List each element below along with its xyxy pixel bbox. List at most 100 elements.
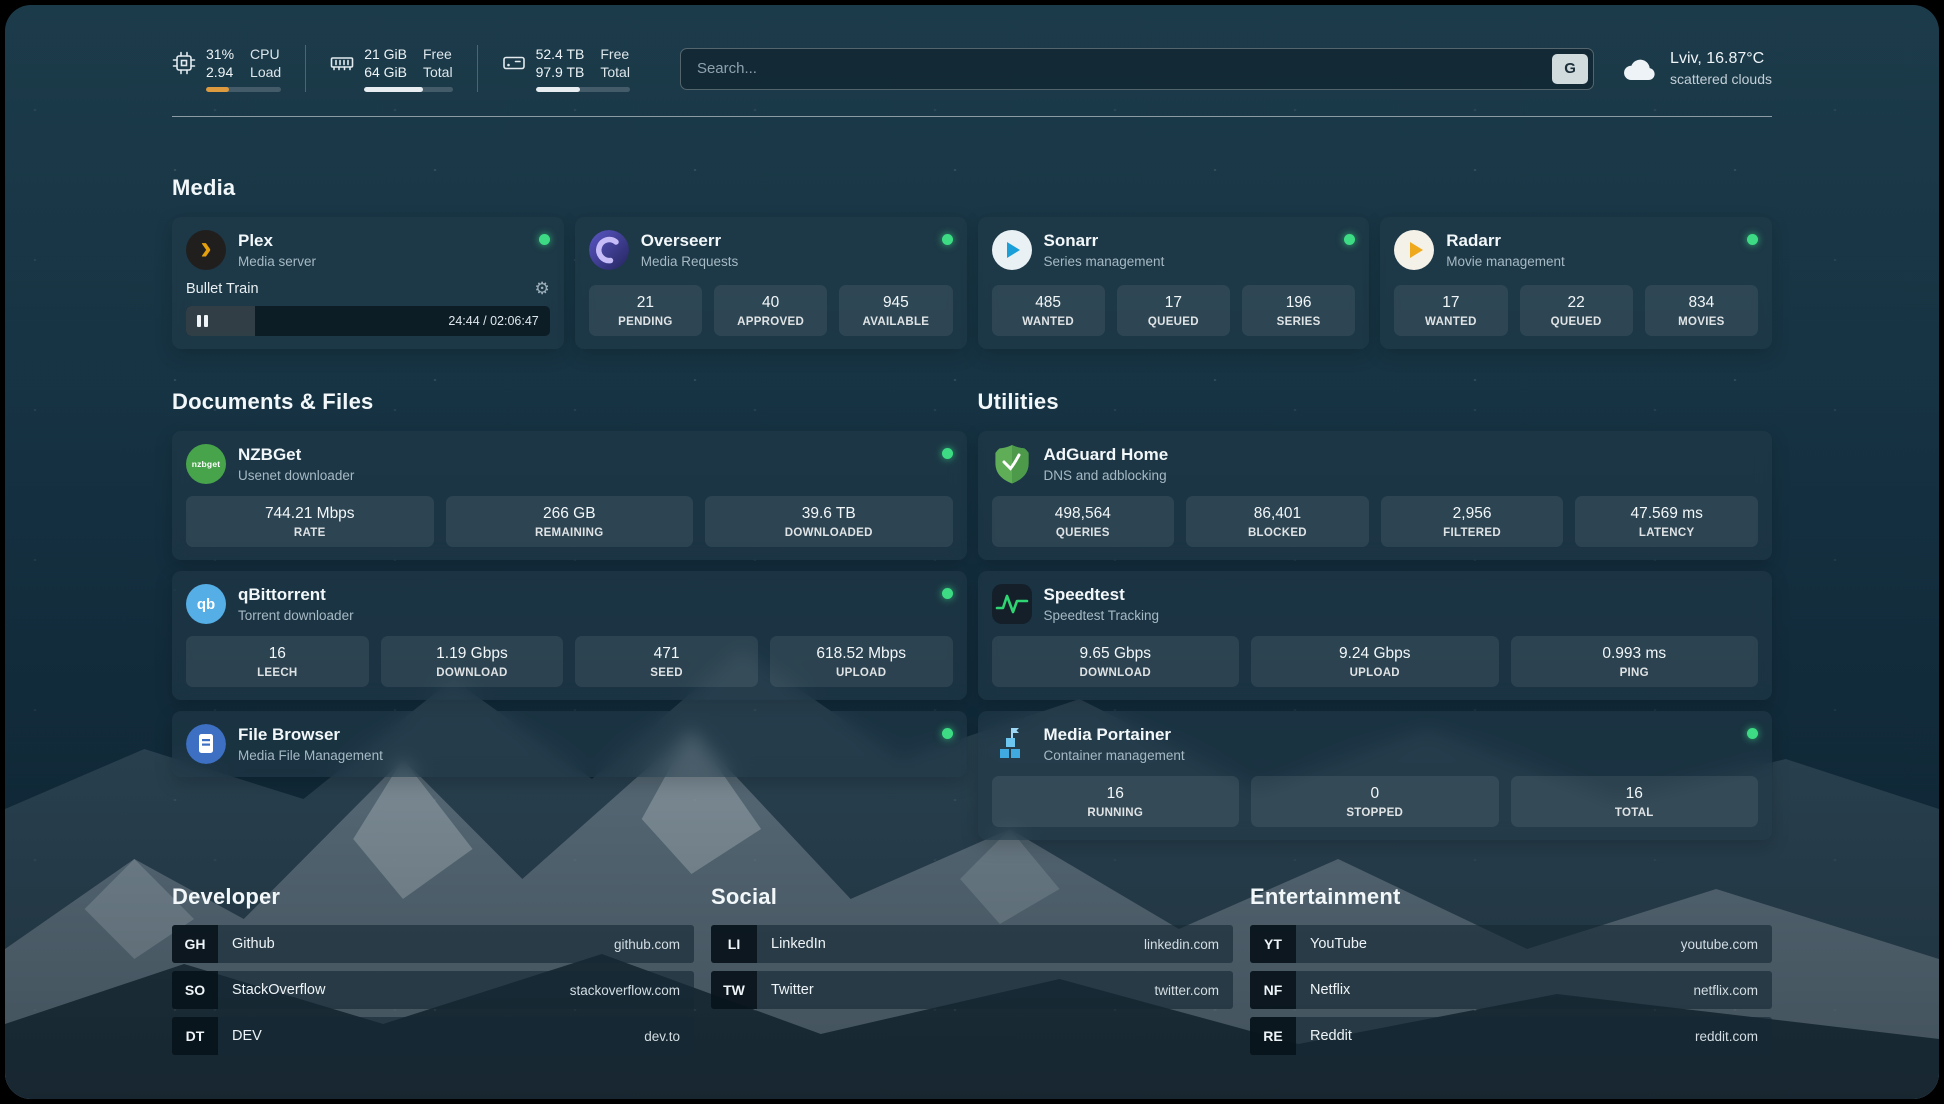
search-engine-button[interactable]: G	[1552, 54, 1588, 84]
search-bar: G	[680, 48, 1594, 90]
nzbget-icon: nzbget	[186, 444, 226, 484]
qbittorrent-card[interactable]: qb qBittorrent Torrent downloader 16	[172, 571, 967, 700]
stat-tile: 618.52 Mbps UPLOAD	[770, 636, 953, 687]
cpu-values: 31%2.94	[206, 45, 234, 81]
app-name: Radarr	[1446, 231, 1735, 251]
stat-tile: 16 TOTAL	[1511, 776, 1759, 827]
stat-tile: 744.21 Mbps RATE	[186, 496, 434, 547]
app-name: Media Portainer	[1044, 725, 1736, 745]
status-indicator	[1747, 728, 1758, 739]
portainer-card[interactable]: Media Portainer Container management 16 …	[978, 711, 1773, 840]
stat-tile: 0 STOPPED	[1251, 776, 1499, 827]
qbittorrent-icon: qb	[186, 584, 226, 624]
weather-widget: Lviv, 16.87°C scattered clouds	[1620, 50, 1772, 87]
memory-icon	[330, 51, 354, 75]
app-name: File Browser	[238, 725, 930, 745]
stat-tile: 9.65 Gbps DOWNLOAD	[992, 636, 1240, 687]
app-subtitle: DNS and adblocking	[1044, 468, 1759, 483]
plex-icon	[186, 230, 226, 270]
overseerr-icon	[589, 230, 629, 270]
settings-gear-icon[interactable]: ⚙	[535, 280, 550, 297]
stat-tile: 16 RUNNING	[992, 776, 1240, 827]
weather-condition: scattered clouds	[1670, 71, 1772, 87]
social-title: Social	[711, 884, 1233, 910]
bookmark-twitter[interactable]: TW Twitter twitter.com	[711, 971, 1233, 1009]
app-subtitle: Series management	[1044, 254, 1333, 269]
radarr-card[interactable]: Radarr Movie management 17 WANTED 22 QUE…	[1380, 217, 1772, 349]
stat-tile: 266 GB REMAINING	[446, 496, 694, 547]
stat-tile: 21 PENDING	[589, 285, 702, 336]
cpu-labels: CPULoad	[250, 45, 281, 81]
radarr-icon	[1394, 230, 1434, 270]
stat-tile: 47.569 ms LATENCY	[1575, 496, 1758, 547]
bookmark-reddit[interactable]: RE Reddit reddit.com	[1250, 1017, 1772, 1055]
stat-tile: 17 WANTED	[1394, 285, 1507, 336]
bookmark-abbr: GH	[172, 925, 218, 963]
app-subtitle: Speedtest Tracking	[1044, 608, 1759, 623]
status-indicator	[942, 448, 953, 459]
stat-tile: 22 QUEUED	[1520, 285, 1633, 336]
bookmark-stackoverflow[interactable]: SO StackOverflow stackoverflow.com	[172, 971, 694, 1009]
documents-section-title: Documents & Files	[172, 389, 967, 415]
pause-icon[interactable]	[197, 315, 208, 327]
adguard-shield-icon	[992, 444, 1032, 484]
documents-column: Documents & Files nzbget NZBGet Usenet d…	[172, 389, 967, 840]
bookmark-abbr: YT	[1250, 925, 1296, 963]
status-indicator	[1344, 234, 1355, 245]
media-section: Media Plex Media server Bullet Train ⚙	[172, 175, 1772, 349]
utilities-section-title: Utilities	[978, 389, 1773, 415]
page-content: 31%2.94 CPULoad	[5, 5, 1939, 1099]
plex-card[interactable]: Plex Media server Bullet Train ⚙ 24:44 /…	[172, 217, 564, 349]
bookmark-abbr: DT	[172, 1017, 218, 1055]
speedtest-card[interactable]: Speedtest Speedtest Tracking 9.65 Gbps D…	[978, 571, 1773, 700]
nzbget-card[interactable]: nzbget NZBGet Usenet downloader 744.21 M…	[172, 431, 967, 560]
app-name: AdGuard Home	[1044, 445, 1759, 465]
status-indicator	[539, 234, 550, 245]
app-subtitle: Media server	[238, 254, 527, 269]
header-divider	[172, 116, 1772, 117]
disk-labels: FreeTotal	[600, 45, 630, 81]
disk-values: 52.4 TB97.9 TB	[536, 45, 585, 81]
bookmark-github[interactable]: GH Github github.com	[172, 925, 694, 963]
playback-progress-bar[interactable]: 24:44 / 02:06:47	[186, 306, 550, 336]
stat-tile: 86,401 BLOCKED	[1186, 496, 1369, 547]
sonarr-icon	[992, 230, 1032, 270]
entertainment-title: Entertainment	[1250, 884, 1772, 910]
filebrowser-icon	[186, 724, 226, 764]
stat-tile: 196 SERIES	[1242, 285, 1355, 336]
utilities-column: Utilities AdGu	[978, 389, 1773, 840]
search-input[interactable]	[695, 59, 1552, 78]
bookmark-abbr: TW	[711, 971, 757, 1009]
memory-labels: FreeTotal	[423, 45, 453, 81]
bookmark-linkedin[interactable]: LI LinkedIn linkedin.com	[711, 925, 1233, 963]
stat-tile: 1.19 Gbps DOWNLOAD	[381, 636, 564, 687]
weather-location: Lviv, 16.87°C	[1670, 50, 1772, 68]
bookmark-abbr: RE	[1250, 1017, 1296, 1055]
stat-tile: 0.993 ms PING	[1511, 636, 1759, 687]
stat-tile: 9.24 Gbps UPLOAD	[1251, 636, 1499, 687]
developer-bookmarks: Developer GH Github github.com SO StackO…	[172, 884, 694, 1055]
overseerr-card[interactable]: Overseerr Media Requests 21 PENDING 40 A…	[575, 217, 967, 349]
filebrowser-card[interactable]: File Browser Media File Management	[172, 711, 967, 777]
bookmark-youtube[interactable]: YT YouTube youtube.com	[1250, 925, 1772, 963]
middle-columns: Documents & Files nzbget NZBGet Usenet d…	[172, 389, 1772, 840]
stat-tile: 16 LEECH	[186, 636, 369, 687]
cpu-usage-bar	[206, 87, 281, 92]
stat-tile: 498,564 QUERIES	[992, 496, 1175, 547]
stat-tile: 485 WANTED	[992, 285, 1105, 336]
bookmark-abbr: LI	[711, 925, 757, 963]
bookmark-abbr: NF	[1250, 971, 1296, 1009]
status-indicator	[942, 588, 953, 599]
media-section-title: Media	[172, 175, 1772, 201]
disk-icon	[502, 51, 526, 75]
sonarr-card[interactable]: Sonarr Series management 485 WANTED 17 Q…	[978, 217, 1370, 349]
playback-time: 24:44 / 02:06:47	[448, 314, 538, 328]
app-name: Sonarr	[1044, 231, 1333, 251]
stat-tile: 39.6 TB DOWNLOADED	[705, 496, 953, 547]
bookmark-dev[interactable]: DT DEV dev.to	[172, 1017, 694, 1055]
stat-tile: 2,956 FILTERED	[1381, 496, 1564, 547]
bookmark-netflix[interactable]: NF Netflix netflix.com	[1250, 971, 1772, 1009]
memory-values: 21 GiB64 GiB	[364, 45, 407, 81]
adguard-card[interactable]: AdGuard Home DNS and adblocking 498,564 …	[978, 431, 1773, 560]
app-subtitle: Torrent downloader	[238, 608, 930, 623]
